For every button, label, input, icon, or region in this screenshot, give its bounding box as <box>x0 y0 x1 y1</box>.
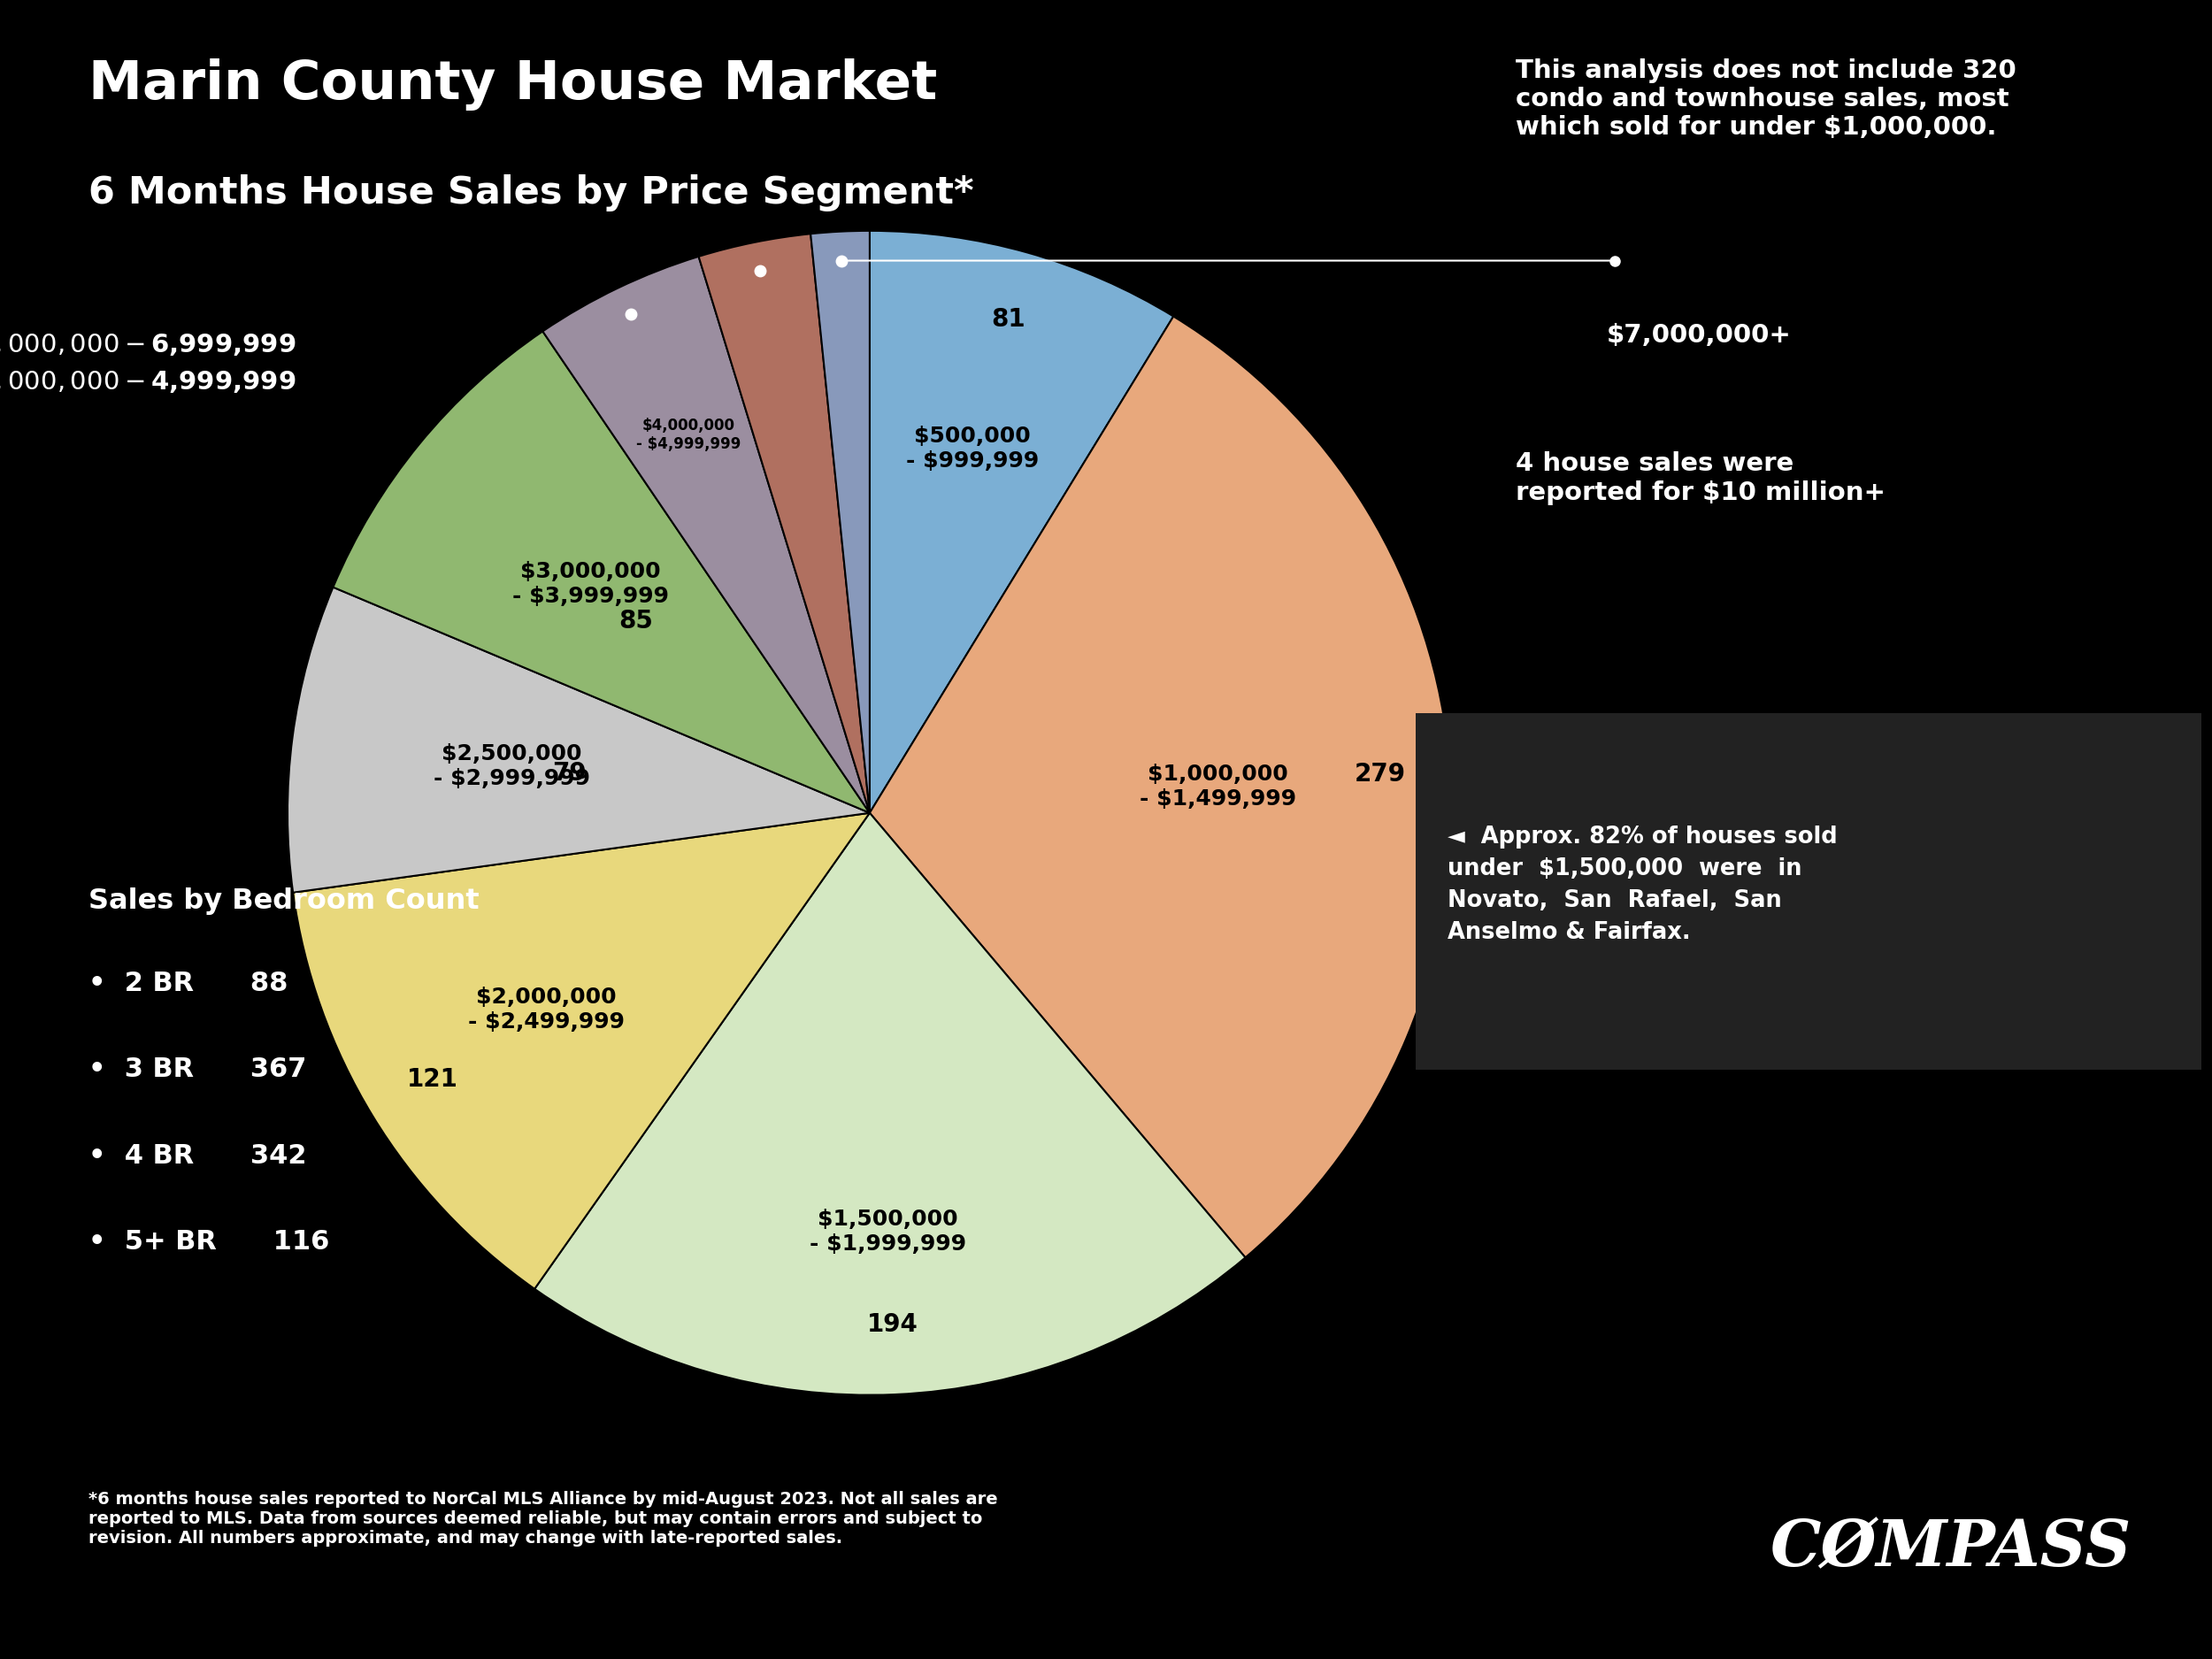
Text: This analysis does not include 320
condo and townhouse sales, most
which sold fo: This analysis does not include 320 condo… <box>1515 58 2015 139</box>
Text: 81: 81 <box>991 307 1026 332</box>
Text: 29: 29 <box>723 161 757 186</box>
Wedge shape <box>810 231 869 813</box>
Wedge shape <box>334 332 869 813</box>
Wedge shape <box>288 587 869 893</box>
Text: 121: 121 <box>407 1067 458 1092</box>
Text: Sales by Bedroom Count: Sales by Bedroom Count <box>88 888 480 916</box>
Text: Marin County House Market: Marin County House Market <box>88 58 938 109</box>
Text: 44: 44 <box>571 212 604 237</box>
Text: 194: 194 <box>867 1312 918 1337</box>
Text: $4,000,000 - $4,999,999: $4,000,000 - $4,999,999 <box>0 368 296 395</box>
Text: $2,000,000
- $2,499,999: $2,000,000 - $2,499,999 <box>469 987 624 1034</box>
Text: $1,500,000
- $1,999,999: $1,500,000 - $1,999,999 <box>810 1209 967 1254</box>
Text: $4,000,000
- $4,999,999: $4,000,000 - $4,999,999 <box>637 418 741 453</box>
Wedge shape <box>535 813 1245 1395</box>
Text: $500,000
- $999,999: $500,000 - $999,999 <box>905 426 1040 471</box>
Wedge shape <box>869 317 1451 1258</box>
Wedge shape <box>699 234 869 813</box>
Text: 15: 15 <box>818 149 854 174</box>
Text: 79: 79 <box>553 761 586 786</box>
Text: •  5+ BR      116: • 5+ BR 116 <box>88 1229 330 1254</box>
Text: $3,000,000
- $3,999,999: $3,000,000 - $3,999,999 <box>513 561 668 607</box>
Text: *6 months house sales reported to NorCal MLS Alliance by mid-August 2023. Not al: *6 months house sales reported to NorCal… <box>88 1490 998 1546</box>
Wedge shape <box>542 257 869 813</box>
Text: $2,500,000
- $2,999,999: $2,500,000 - $2,999,999 <box>434 743 591 790</box>
Wedge shape <box>869 231 1172 813</box>
Text: 6 Months House Sales by Price Segment*: 6 Months House Sales by Price Segment* <box>88 174 973 211</box>
Text: 4 house sales were
reported for $10 million+: 4 house sales were reported for $10 mill… <box>1515 451 1885 504</box>
Text: •  3 BR      367: • 3 BR 367 <box>88 1057 307 1082</box>
Text: ◄  Approx. 82% of houses sold
under  $1,500,000  were  in
Novato,  San  Rafael, : ◄ Approx. 82% of houses sold under $1,50… <box>1447 825 1836 944</box>
Text: •  4 BR      342: • 4 BR 342 <box>88 1143 307 1168</box>
Wedge shape <box>292 813 869 1289</box>
Text: CØMPASS: CØMPASS <box>1770 1516 2130 1579</box>
Text: •  2 BR      88: • 2 BR 88 <box>88 971 288 995</box>
Text: $5,000,000 - $6,999,999: $5,000,000 - $6,999,999 <box>0 332 296 357</box>
Text: 85: 85 <box>619 609 653 634</box>
Text: 279: 279 <box>1354 761 1407 786</box>
Text: $7,000,000+: $7,000,000+ <box>1606 324 1792 348</box>
Text: $1,000,000
- $1,499,999: $1,000,000 - $1,499,999 <box>1139 763 1296 810</box>
